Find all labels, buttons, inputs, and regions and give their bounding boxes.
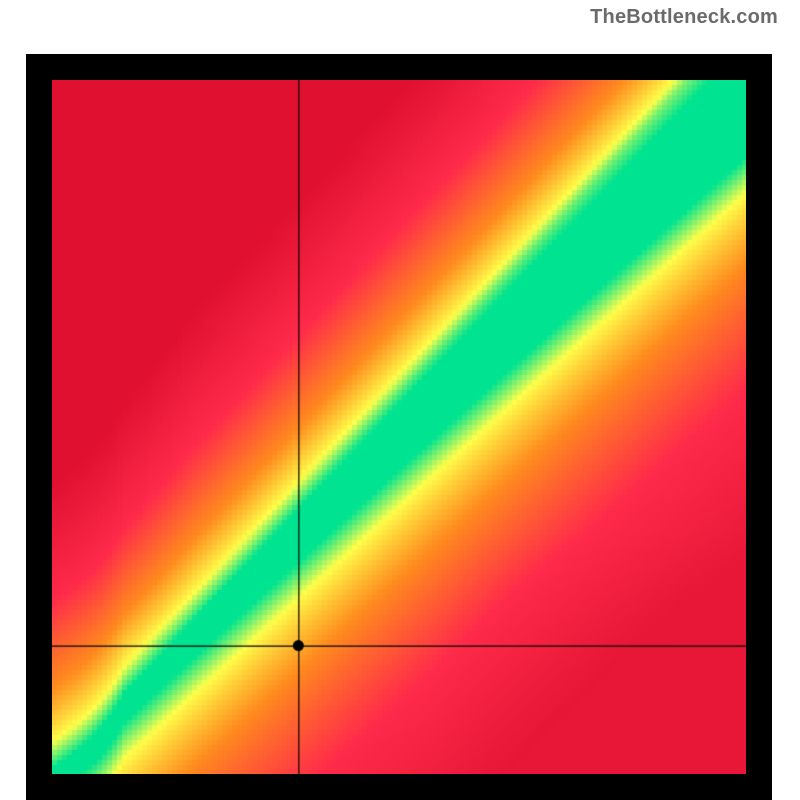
plot-frame bbox=[26, 54, 772, 800]
heatmap-canvas bbox=[52, 80, 746, 774]
watermark-text: TheBottleneck.com bbox=[590, 6, 778, 29]
chart-container: TheBottleneck.com bbox=[0, 0, 800, 800]
